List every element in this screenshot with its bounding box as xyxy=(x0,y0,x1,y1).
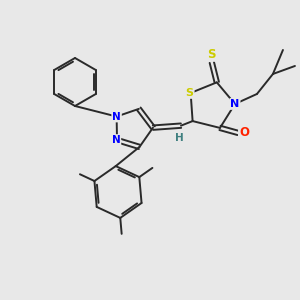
Text: S: S xyxy=(208,48,216,61)
Text: H: H xyxy=(175,133,183,143)
Text: S: S xyxy=(186,88,194,98)
Text: N: N xyxy=(230,99,240,109)
Text: N: N xyxy=(112,112,121,122)
Text: O: O xyxy=(239,126,249,140)
Text: N: N xyxy=(112,135,120,145)
